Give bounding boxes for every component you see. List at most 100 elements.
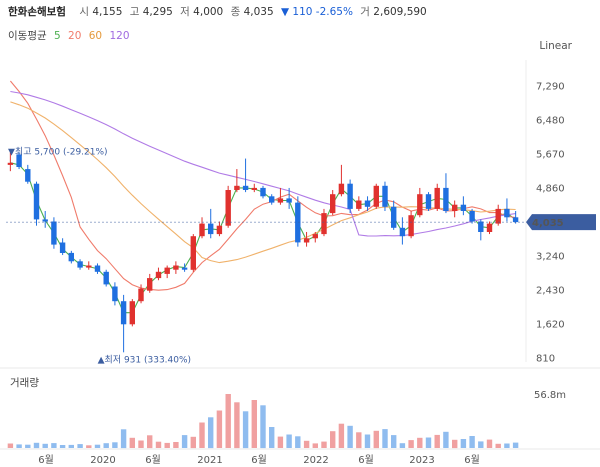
ma120-label[interactable]: 120: [109, 30, 130, 42]
candle-body: [181, 267, 188, 270]
volume-bar: [504, 443, 510, 448]
candle-body: [452, 204, 458, 211]
volume-bar: [312, 443, 318, 448]
ma20-line: [9, 80, 516, 291]
ma5-label[interactable]: 5: [53, 30, 61, 42]
candle-body: [303, 238, 310, 243]
candle-body: [312, 234, 318, 239]
volume-label: 거: [360, 6, 370, 18]
candle-body: [129, 301, 135, 325]
moving-average-legend: 이동평균 5 20 60 120: [8, 28, 134, 43]
volume-bar: [364, 434, 371, 448]
volume-bar: [356, 432, 362, 449]
volume-bar: [7, 443, 14, 448]
high-value: 4,295: [142, 6, 173, 18]
close-value: 4,035: [243, 6, 274, 18]
candle-body: [199, 223, 205, 237]
volume-bar: [33, 442, 40, 449]
volume-bar: [452, 439, 458, 449]
volume-bar: [25, 444, 31, 448]
candle-body: [330, 194, 336, 214]
volume-bar: [512, 442, 519, 448]
candle-body: [277, 198, 284, 203]
low-label: 저: [180, 6, 190, 18]
high-annotation: ▼최고 5,700 (-29.21%): [8, 146, 108, 157]
volume-bar: [68, 444, 74, 448]
candle-body: [164, 267, 170, 274]
volume-bar: [399, 443, 406, 448]
volume-bar: [51, 443, 57, 448]
candle-body: [59, 242, 66, 253]
x-tick-label: 6월: [358, 454, 374, 466]
candle-body: [251, 187, 257, 190]
open-value: 4,155: [92, 6, 123, 18]
candle-body: [347, 183, 353, 209]
open-label: 시: [79, 6, 89, 18]
volume-bar: [216, 410, 223, 448]
y-tick-label: 1,620: [536, 319, 565, 330]
volume-panel-title: 거래량: [10, 377, 39, 389]
volume-bar: [382, 429, 388, 448]
x-tick-label: 6월: [145, 454, 161, 466]
volume-bar: [495, 443, 501, 448]
volume-bar: [295, 436, 301, 448]
volume-bar: [16, 444, 22, 448]
volume-bar: [460, 439, 467, 448]
volume-bar: [269, 427, 275, 448]
candle-body: [469, 211, 475, 222]
y-tick-label: 4,860: [536, 184, 565, 195]
volume-bar: [94, 444, 101, 448]
volume-bar: [86, 445, 92, 448]
y-tick-label: 6,480: [536, 116, 565, 127]
candle-body: [478, 221, 484, 232]
volume-bar: [408, 440, 414, 448]
volume-bar: [486, 439, 493, 448]
volume-bar: [208, 417, 214, 449]
low-value: 4,000: [193, 6, 224, 18]
candle-body: [147, 278, 153, 291]
volume-bar: [321, 441, 327, 448]
candle-body: [120, 301, 127, 325]
x-tick-label: 2020: [90, 455, 115, 466]
candle-body: [286, 198, 292, 203]
volume-bar: [242, 411, 249, 449]
volume-bar: [147, 435, 153, 449]
volume-bar: [417, 437, 423, 448]
scale-toggle[interactable]: Linear: [539, 40, 572, 52]
close-label: 종: [230, 6, 241, 18]
volume-bar: [347, 425, 353, 448]
x-tick-label: 2022: [303, 455, 328, 466]
candle-body: [512, 217, 519, 223]
volume-bar: [199, 422, 205, 448]
candle-body: [155, 271, 162, 279]
volume-bar: [234, 402, 240, 449]
candle-body: [338, 183, 345, 195]
last-price-badge: [526, 214, 596, 231]
volume-bar: [391, 435, 397, 448]
candle-body: [103, 271, 109, 285]
volume-bar: [434, 434, 440, 448]
change-value: ▼ 110 -2.65%: [281, 6, 353, 18]
last-price-badge-label: 4,035: [532, 218, 564, 229]
high-label: 고: [129, 6, 140, 18]
volume-bar: [42, 443, 48, 448]
stock-header: 한화손해보험 시 4,155 고 4,295 저 4,000 종 4,035 ▼…: [8, 4, 427, 19]
candle-body: [399, 227, 406, 237]
candle-body: [373, 185, 379, 207]
volume-bar: [469, 436, 475, 448]
candle-body: [408, 215, 414, 237]
candle-body: [68, 252, 74, 262]
candle-body: [225, 190, 231, 226]
candle-body: [190, 236, 196, 270]
ma20-label[interactable]: 20: [68, 30, 82, 42]
ma120-line: [10, 90, 516, 237]
ma60-label[interactable]: 60: [88, 30, 103, 42]
low-annotation: ▲최저 931 (333.40%): [98, 354, 191, 365]
y-tick-label: 5,670: [536, 150, 565, 161]
candle-body: [16, 154, 22, 167]
x-tick-label: 6월: [38, 454, 54, 466]
candle-body: [242, 185, 249, 190]
volume-bar: [164, 442, 170, 448]
candle-body: [425, 194, 432, 209]
